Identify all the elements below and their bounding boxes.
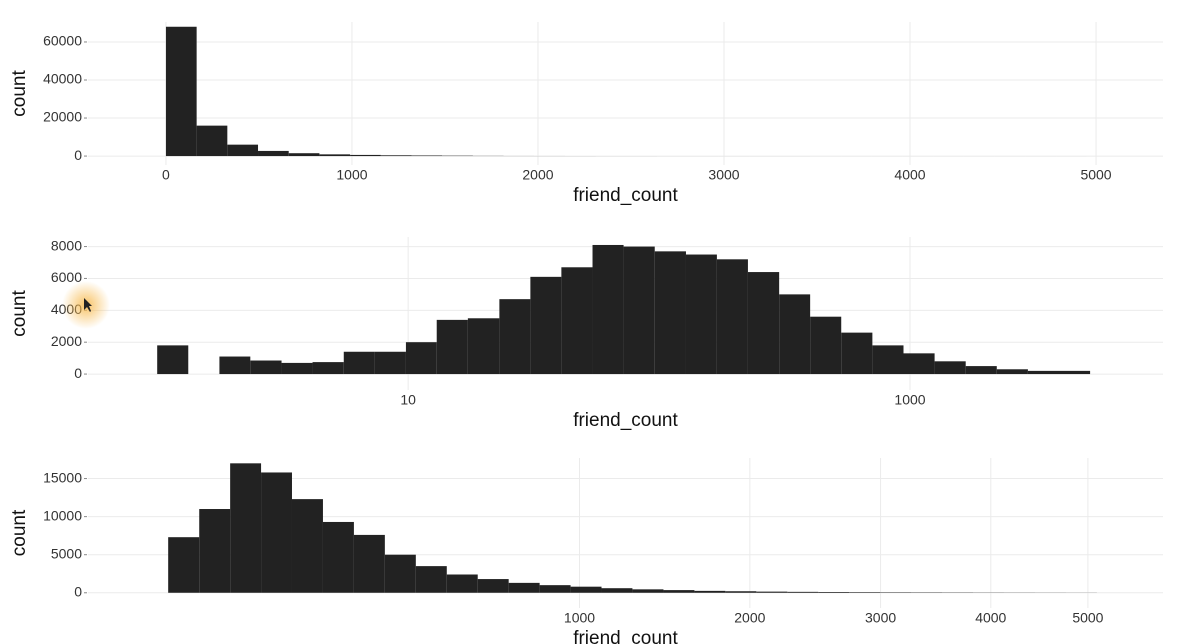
y-axis-title: count: [9, 509, 30, 556]
y-axis-title: count: [9, 70, 30, 117]
x-axis-title: friend_count: [573, 628, 678, 644]
y-tick-label: 6000: [51, 269, 82, 285]
y-tick-label: 8000: [51, 237, 82, 253]
bar: [350, 154, 381, 157]
x-tick-label: 3000: [708, 167, 739, 183]
bar: [250, 360, 282, 375]
bar: [508, 582, 540, 593]
bar: [756, 591, 788, 593]
y-tick-label: 5000: [51, 545, 82, 561]
y-tick-label: 0: [74, 583, 82, 599]
y-tick-label: 2000: [51, 333, 82, 349]
bar: [561, 267, 593, 375]
bar: [411, 155, 443, 157]
x-tick-label: 3000: [865, 610, 896, 626]
bar: [1058, 370, 1091, 375]
bar: [230, 463, 262, 593]
y-tick-label: 0: [74, 147, 82, 163]
bar: [654, 251, 686, 375]
bar: [872, 345, 904, 375]
bar: [539, 585, 571, 593]
bar: [934, 361, 966, 375]
y-tick-label: 40000: [43, 71, 82, 87]
bar: [196, 125, 228, 157]
bar: [570, 586, 602, 593]
bar: [291, 499, 323, 593]
x-tick-label: 2000: [522, 167, 553, 183]
bar: [663, 590, 695, 593]
bar: [374, 351, 406, 375]
bar: [319, 154, 351, 157]
bar: [281, 362, 313, 375]
x-tick-label: 4000: [894, 167, 925, 183]
x-axis-title: friend_count: [573, 410, 678, 431]
x-tick-label: 5000: [1080, 167, 1111, 183]
cursor: [84, 298, 92, 312]
bar: [312, 362, 344, 375]
bar: [199, 509, 231, 593]
bar: [499, 299, 531, 375]
x-tick-label: 0: [162, 167, 170, 183]
bar: [157, 345, 189, 375]
bar: [810, 316, 842, 375]
y-axis-title: count: [9, 290, 30, 337]
y-tick-label: 15000: [43, 469, 82, 485]
bar: [467, 318, 500, 375]
bar: [168, 537, 200, 593]
x-axis-title: friend_count: [573, 185, 678, 206]
bar: [1027, 370, 1059, 375]
bar: [261, 472, 292, 593]
x-tick-label: 1000: [336, 167, 367, 183]
bar: [446, 574, 478, 593]
y-tick-label: 10000: [43, 507, 82, 523]
x-tick-label: 10: [400, 392, 416, 408]
bar: [258, 150, 289, 157]
x-tick-label: 5000: [1072, 610, 1103, 626]
bar: [716, 259, 748, 375]
bar: [779, 294, 811, 375]
x-tick-label: 2000: [734, 610, 765, 626]
bar: [632, 589, 664, 593]
bar: [623, 246, 655, 375]
bar: [405, 342, 437, 375]
bar: [965, 366, 997, 375]
bar: [996, 369, 1028, 375]
bar: [436, 319, 468, 375]
y-tick-label: 20000: [43, 109, 82, 125]
bar: [165, 26, 197, 157]
bar: [477, 579, 509, 593]
bar: [694, 590, 726, 593]
bar: [219, 356, 251, 375]
bar: [849, 592, 881, 593]
bar: [818, 592, 850, 593]
x-tick-label: 1000: [564, 610, 595, 626]
x-tick-label: 1000: [894, 392, 925, 408]
bar: [415, 566, 447, 593]
bar: [601, 588, 633, 593]
bar: [592, 244, 624, 375]
bar: [322, 521, 354, 593]
y-tick-label: 60000: [43, 33, 82, 49]
bar: [903, 353, 935, 375]
y-tick-label: 0: [74, 365, 82, 381]
bar: [380, 155, 412, 157]
bar: [747, 272, 780, 375]
bar: [384, 554, 416, 593]
bar: [725, 591, 757, 593]
bar: [227, 144, 259, 157]
bar: [841, 332, 873, 375]
bar: [288, 153, 320, 157]
bar: [685, 254, 717, 375]
bar: [353, 534, 385, 593]
bar: [343, 351, 375, 375]
bar: [787, 591, 819, 593]
x-tick-label: 4000: [975, 610, 1006, 626]
bar: [530, 276, 562, 375]
